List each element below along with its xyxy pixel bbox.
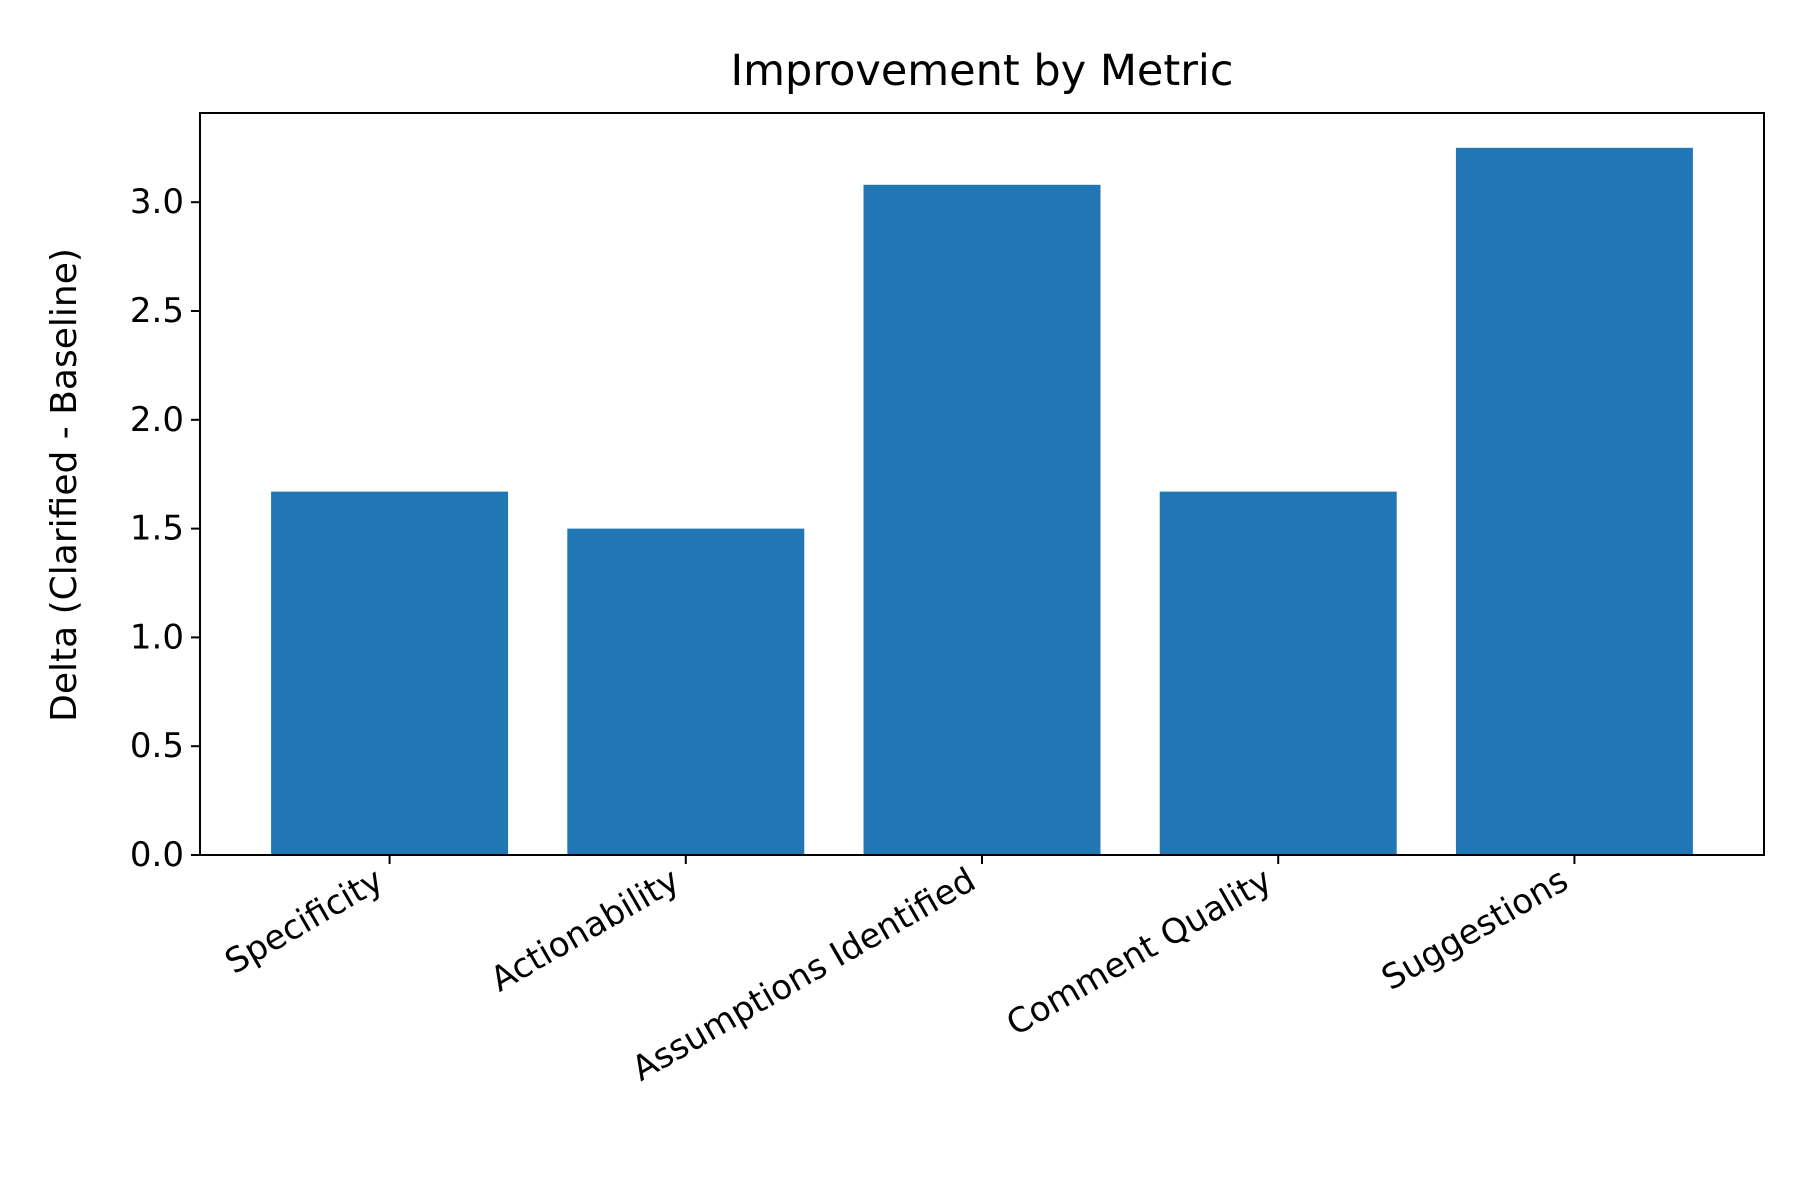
- y-axis-ticks: 0.0 0.5 1.0 1.5 2.0 2.5 3.0: [130, 182, 200, 875]
- bars-layer: [271, 147, 1693, 855]
- bar-suggestions: [1455, 147, 1693, 855]
- bar-actionability: [567, 528, 805, 855]
- y-tick-label: 1.5: [130, 509, 184, 549]
- y-tick-label: 2.5: [130, 291, 184, 331]
- x-tick-label: Suggestions: [1375, 860, 1575, 999]
- y-axis-label: Delta (Clarified - Baseline): [44, 248, 85, 722]
- bar-specificity: [271, 491, 509, 855]
- bar-assumptions-identified: [863, 184, 1101, 855]
- y-tick-label: 3.0: [130, 182, 184, 222]
- y-tick-label: 2.0: [130, 400, 184, 440]
- chart-title: Improvement by Metric: [730, 46, 1233, 96]
- x-tick-label: Specificity: [218, 860, 390, 982]
- y-tick-label: 0.5: [130, 726, 184, 766]
- y-tick-label: 1.0: [130, 617, 184, 657]
- x-tick-label: Comment Quality: [1000, 860, 1279, 1044]
- plot-frame: [199, 112, 1765, 856]
- bar-comment-quality: [1159, 491, 1397, 855]
- y-tick-label: 0.0: [130, 835, 184, 875]
- x-tick-label: Actionability: [484, 860, 686, 1000]
